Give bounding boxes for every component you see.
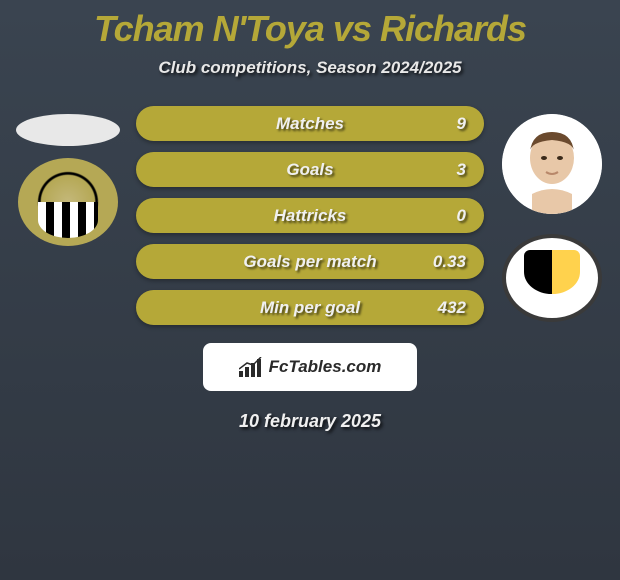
stat-row-min-per-goal: Min per goal 432: [136, 290, 484, 325]
stat-right-value: 0: [457, 206, 466, 226]
club-crest-left: [18, 158, 118, 246]
stat-row-goals: Goals 3: [136, 152, 484, 187]
stat-row-hattricks: Hattricks 0: [136, 198, 484, 233]
stat-label: Min per goal: [260, 298, 360, 318]
stat-right-value: 432: [438, 298, 466, 318]
club-crest-right: [502, 234, 602, 322]
chart-icon: [239, 357, 263, 377]
page-title: Tcham N'Toya vs Richards: [94, 8, 526, 50]
player-face-icon: [502, 114, 602, 214]
stat-label: Goals per match: [243, 252, 376, 272]
subtitle: Club competitions, Season 2024/2025: [158, 58, 461, 78]
logo-text: FcTables.com: [269, 357, 382, 377]
stat-row-matches: Matches 9: [136, 106, 484, 141]
right-player-column: [492, 106, 612, 322]
stat-right-value: 9: [457, 114, 466, 134]
player-photo-right: [502, 114, 602, 214]
stat-right-value: 3: [457, 160, 466, 180]
stat-right-value: 0.33: [433, 252, 466, 272]
stat-label: Hattricks: [274, 206, 347, 226]
stat-label: Goals: [286, 160, 333, 180]
left-player-column: [8, 106, 128, 246]
stat-row-goals-per-match: Goals per match 0.33: [136, 244, 484, 279]
comparison-row: Matches 9 Goals 3 Hattricks 0 Goals per …: [0, 106, 620, 325]
infographic-date: 10 february 2025: [239, 411, 381, 432]
fctables-logo: FcTables.com: [203, 343, 417, 391]
stat-label: Matches: [276, 114, 344, 134]
player-photo-placeholder-left: [16, 114, 120, 146]
stats-column: Matches 9 Goals 3 Hattricks 0 Goals per …: [136, 106, 484, 325]
